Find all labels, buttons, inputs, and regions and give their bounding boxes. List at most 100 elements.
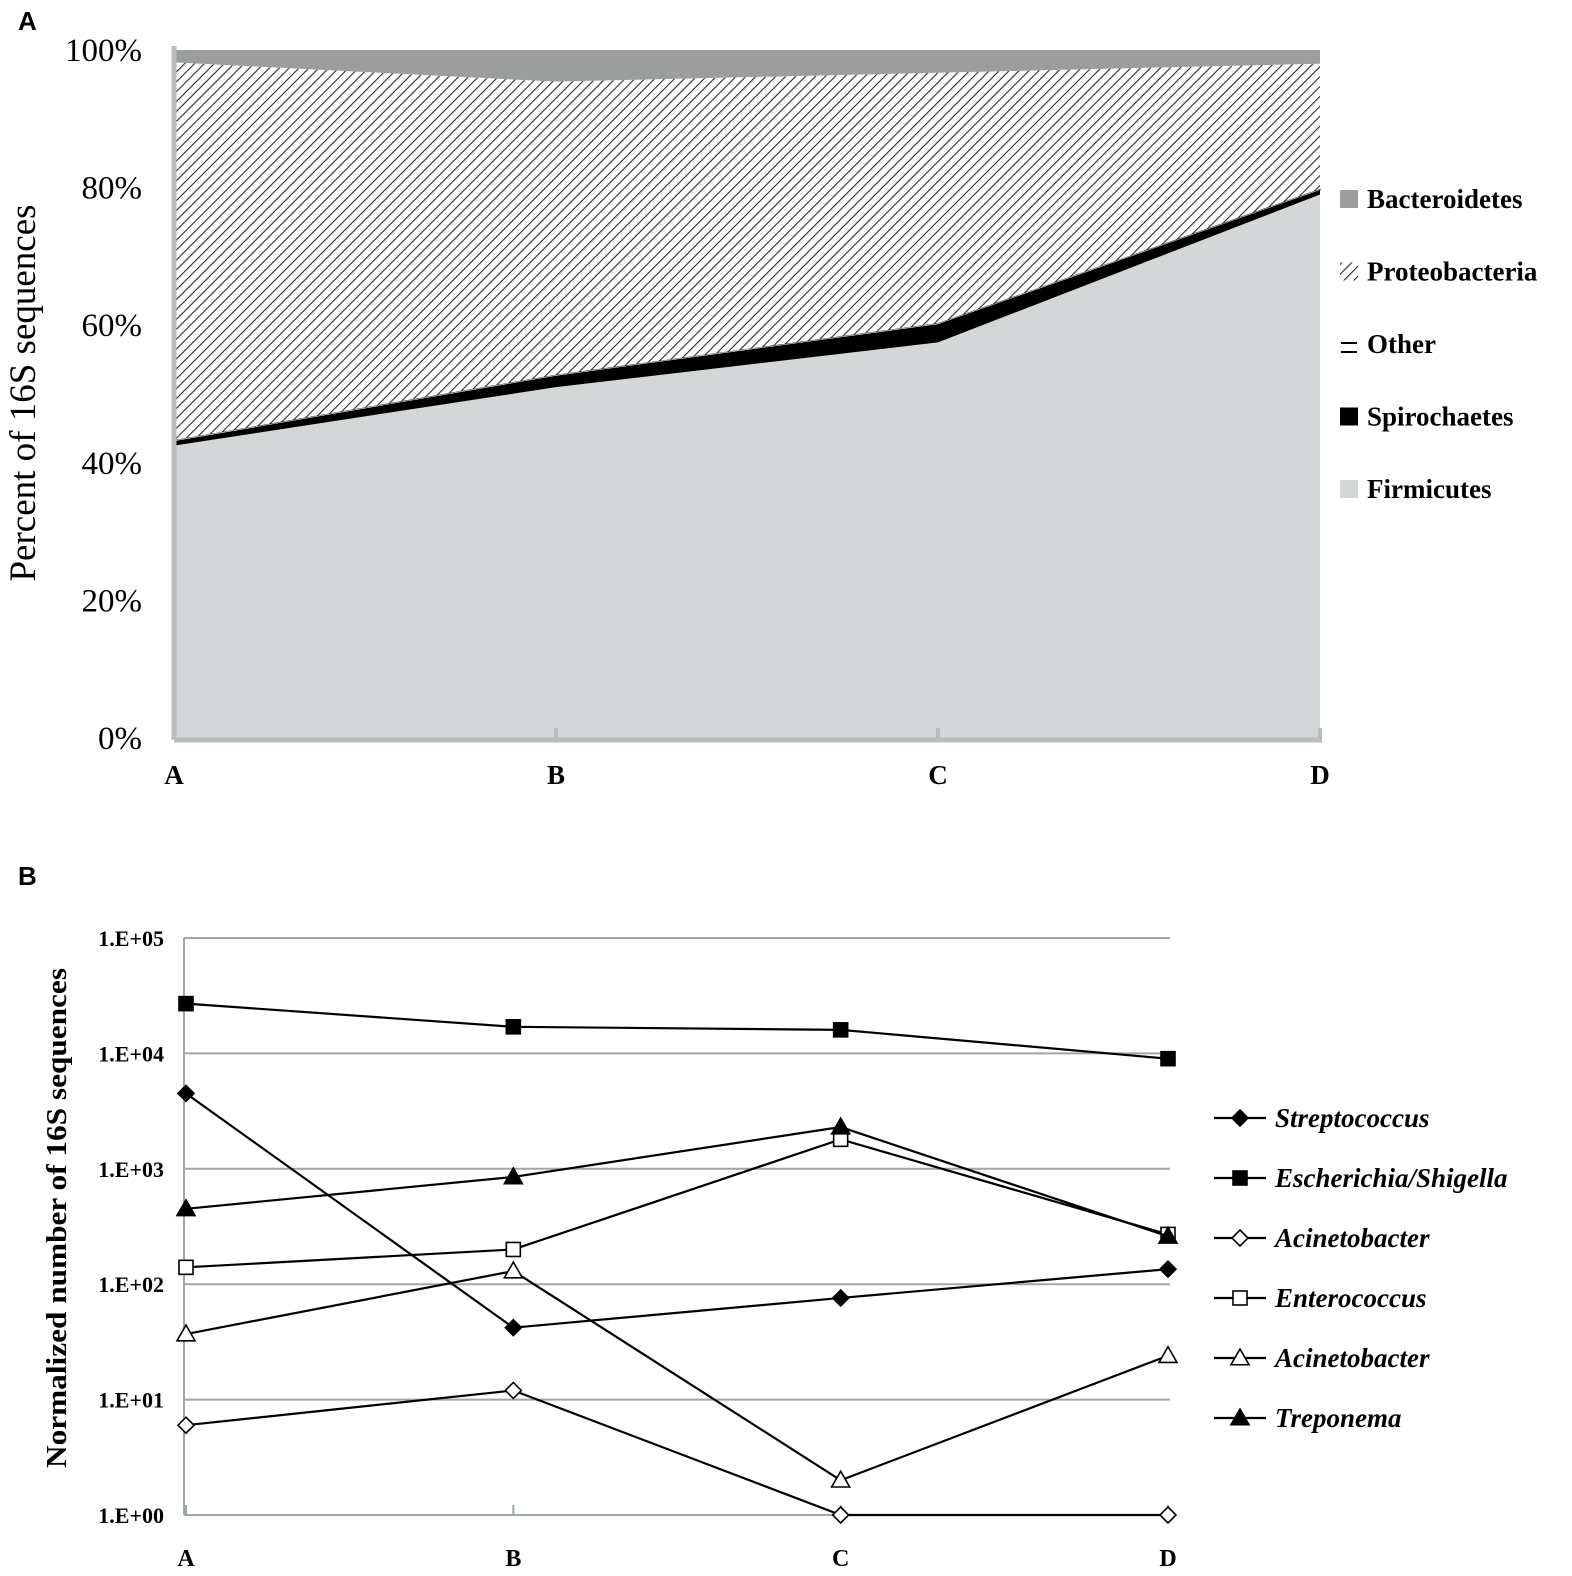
- x-category-label: C: [928, 760, 948, 790]
- data-point: [504, 1381, 523, 1400]
- legend-label: Streptococcus: [1275, 1103, 1430, 1133]
- data-point: [505, 1019, 522, 1035]
- data-point: [502, 1260, 524, 1279]
- legend-item-other: Other: [1341, 329, 1436, 359]
- x-category-label: B: [505, 1546, 521, 1572]
- y-ticks-a: 0% 20% 40% 60% 80% 100%: [65, 33, 142, 757]
- legend-marker: [1230, 1108, 1250, 1128]
- y-tick-label: 20%: [82, 583, 143, 619]
- legend-label: Spirochaetes: [1367, 402, 1514, 432]
- x-categories-a: A B C D: [164, 728, 1330, 790]
- legend-label: Treponema: [1275, 1403, 1401, 1433]
- legend-swatch: [1340, 262, 1358, 281]
- y-tick-label: 1.E+05: [98, 926, 164, 951]
- legend-marker: [1232, 1290, 1248, 1306]
- y-tick-label: 0%: [98, 721, 142, 757]
- panel-b-label: B: [18, 861, 37, 891]
- series-line: [185, 1138, 1169, 1269]
- series-escherichia-shigella-1: [178, 995, 1176, 1067]
- series-streptococcus-0: [176, 1084, 1178, 1337]
- y-tick-label: 1.E+04: [98, 1041, 164, 1066]
- area-series-group: [173, 50, 1321, 739]
- legend-item-enterococcus-3: Enterococcus: [1214, 1283, 1427, 1313]
- legend-swatch: [1340, 190, 1358, 208]
- legend-item-acinetobacter-2: Acinetobacter: [1214, 1223, 1430, 1253]
- legend-item-bacteroidetes: Bacteroidetes: [1340, 184, 1522, 214]
- series-acinetobacter-4: [175, 1260, 1179, 1488]
- data-point: [832, 1022, 849, 1038]
- legend-label: Acinetobacter: [1273, 1343, 1430, 1373]
- legend-marker: [1232, 1170, 1248, 1186]
- area-other: [173, 188, 1321, 442]
- x-category-label: C: [832, 1546, 849, 1572]
- series-enterococcus-3: [178, 1131, 1176, 1276]
- x-categories-b: A B C D: [177, 1505, 1177, 1572]
- y-axis-label-b: Normalized number of 16S sequences: [42, 968, 73, 1468]
- gridlines-b: [184, 937, 1170, 1401]
- series-line: [185, 1125, 1169, 1238]
- y-tick-label: 80%: [82, 171, 143, 207]
- data-point: [1157, 1225, 1179, 1244]
- x-category-label: A: [177, 1546, 195, 1572]
- series-treponema-5: [175, 1116, 1179, 1244]
- data-point: [504, 1318, 523, 1337]
- legend-item-treponema-5: Treponema: [1214, 1403, 1401, 1433]
- series-line: [185, 1389, 1168, 1517]
- data-point: [502, 1166, 524, 1185]
- series-line: [185, 1092, 1169, 1329]
- data-point: [175, 1323, 197, 1342]
- data-point: [175, 1198, 197, 1217]
- legend-b: Streptococcus Escherichia/Shigella Acineto…: [1214, 1103, 1508, 1433]
- legend-marker: [1229, 1347, 1251, 1366]
- legend-swatch: [1340, 407, 1358, 426]
- area-bacteroidetes: [174, 50, 1320, 82]
- y-axis-label-a: Percent of 16S sequences: [3, 204, 44, 581]
- legend-swatch: [1340, 480, 1358, 498]
- area-firmicutes: [174, 194, 1320, 739]
- axes-a: [171, 46, 1324, 743]
- data-point: [178, 1259, 194, 1276]
- data-point: [1157, 1345, 1179, 1364]
- y-tick-label: 1.E+03: [98, 1157, 164, 1182]
- stacked-area-chart: 0% 20% 40% 60% 80% 100% A B C D Percent of 16S s…: [3, 33, 1538, 790]
- data-point: [830, 1116, 852, 1135]
- legend-item-escherichia-shigella-1: Escherichia/Shigella: [1214, 1163, 1508, 1193]
- legend-label: Acinetobacter: [1273, 1223, 1430, 1253]
- area-proteobacteria: [174, 62, 1320, 441]
- x-category-label: A: [164, 760, 184, 790]
- y-tick-label: 40%: [82, 446, 143, 482]
- y-tick-label: 100%: [65, 33, 142, 69]
- legend-swatch: [1341, 342, 1357, 344]
- y-tick-label: 1.E+00: [98, 1503, 164, 1528]
- legend-label: Enterococcus: [1274, 1283, 1427, 1313]
- legend-item-acinetobacter-4: Acinetobacter: [1214, 1343, 1430, 1373]
- data-point: [1160, 1050, 1176, 1067]
- legend-a: Bacteroidetes Proteobacteria Other Spirocha…: [1340, 184, 1538, 504]
- series-acinetobacter-2: [176, 1381, 1178, 1525]
- legend-label: Firmicutes: [1367, 474, 1491, 504]
- data-point: [831, 1505, 850, 1525]
- series-line: [185, 1002, 1169, 1060]
- y-tick-label: 1.E+01: [98, 1388, 164, 1413]
- data-point: [830, 1469, 852, 1488]
- data-point: [178, 995, 194, 1012]
- legend-item-firmicutes: Firmicutes: [1340, 474, 1491, 504]
- legend-item-spirochaetes: Spirochaetes: [1340, 402, 1514, 432]
- y-tick-label: 1.E+02: [98, 1272, 164, 1297]
- panel-a-label: A: [18, 6, 37, 36]
- y-ticks-b: 1.E+00 1.E+01 1.E+02 1.E+03 1.E+04 1.E+05: [98, 926, 164, 1528]
- legend-marker: [1230, 1228, 1250, 1248]
- data-point: [1158, 1505, 1178, 1525]
- x-category-label: B: [547, 760, 565, 790]
- data-point: [176, 1084, 196, 1103]
- legend-label: Proteobacteria: [1367, 257, 1538, 287]
- series-line: [185, 1269, 1169, 1482]
- legend-item-proteobacteria: Proteobacteria: [1340, 257, 1538, 287]
- data-point: [1158, 1260, 1178, 1279]
- log-line-chart: 1.E+00 1.E+01 1.E+02 1.E+03 1.E+04 1.E+05 A B C…: [42, 926, 1508, 1572]
- legend-label: Bacteroidetes: [1367, 184, 1522, 214]
- legend-label: Escherichia/Shigella: [1274, 1163, 1508, 1193]
- data-point: [176, 1416, 196, 1435]
- legend-marker: [1229, 1407, 1251, 1426]
